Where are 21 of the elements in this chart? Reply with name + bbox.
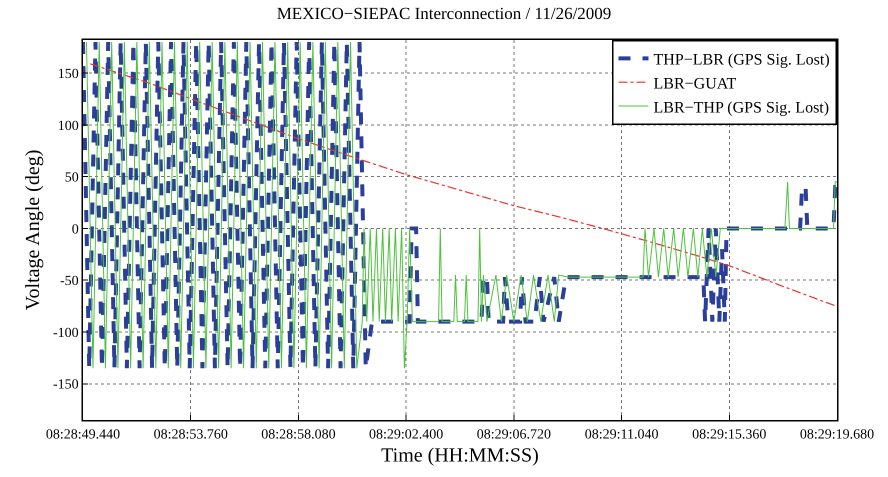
x-tick-label: 08:28:49.440 <box>46 427 120 442</box>
x-tick-label: 08:29:19.680 <box>800 427 874 442</box>
x-tick-label: 08:28:53.760 <box>154 427 228 442</box>
x-tick-label: 08:29:15.360 <box>692 427 766 442</box>
x-tick-label: 08:29:06.720 <box>476 427 551 442</box>
y-tick-label: 150 <box>58 67 79 82</box>
y-tick-label: 50 <box>64 170 79 186</box>
x-axis-title: Time (HH:MM:SS) <box>381 444 539 467</box>
y-axis-title: Voltage Angle (deg) <box>22 150 44 310</box>
legend-label: THP−LBR (GPS Sig. Lost) <box>654 52 830 69</box>
y-tick-label: -100 <box>53 326 79 341</box>
legend-label: LBR−GUAT <box>654 75 737 92</box>
x-tick-label: 08:29:11.040 <box>584 427 658 442</box>
y-tick-label: 100 <box>58 118 79 134</box>
chart-title: MEXICO−SIEPAC Interconnection / 11/26/2009 <box>276 4 612 24</box>
y-tick-label: -150 <box>53 378 79 393</box>
legend-label: LBR−THP (GPS Sig. Lost) <box>654 99 830 116</box>
y-tick-label: -50 <box>60 274 79 290</box>
y-tick-label: 0 <box>72 222 79 238</box>
x-tick-label: 08:28:58.080 <box>261 427 336 442</box>
x-tick-label: 08:29:02.400 <box>369 427 444 442</box>
